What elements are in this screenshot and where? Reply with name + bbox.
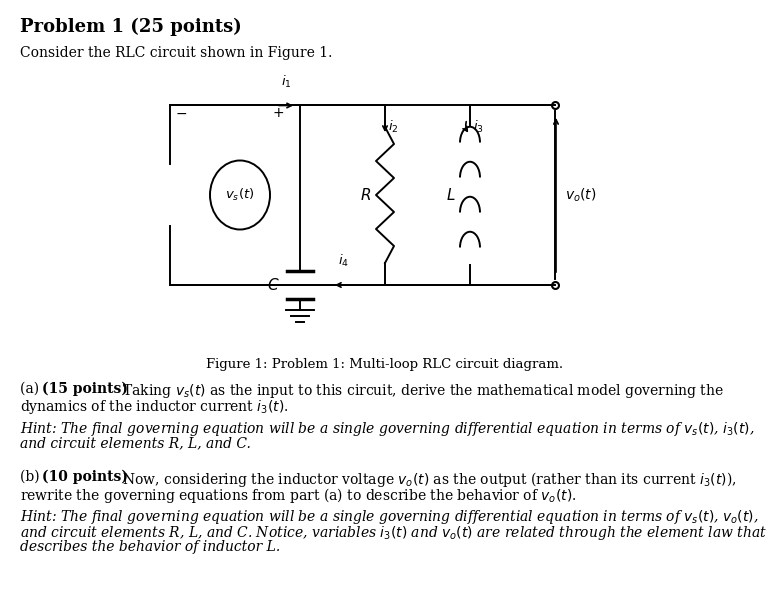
- Text: (15 points): (15 points): [42, 382, 128, 397]
- Text: $+$: $+$: [272, 106, 284, 120]
- Text: $i_3$: $i_3$: [473, 119, 484, 135]
- Text: Hint: The final governing equation will be a single governing differential equat: Hint: The final governing equation will …: [20, 508, 759, 526]
- Text: $R$: $R$: [360, 187, 371, 203]
- Text: rewrite the governing equations from part (a) to describe the behavior of $v_o(t: rewrite the governing equations from par…: [20, 486, 577, 505]
- Text: Now, considering the inductor voltage $v_o(t)$ as the output (rather than its cu: Now, considering the inductor voltage $v…: [118, 470, 736, 489]
- Text: Consider the RLC circuit shown in Figure 1.: Consider the RLC circuit shown in Figure…: [20, 46, 332, 60]
- Text: $C$: $C$: [268, 277, 280, 293]
- Text: Problem 1 (25 points): Problem 1 (25 points): [20, 18, 242, 36]
- Text: Figure 1: Problem 1: Multi-loop RLC circuit diagram.: Figure 1: Problem 1: Multi-loop RLC circ…: [207, 358, 564, 371]
- Text: and circuit elements R, L, and C.: and circuit elements R, L, and C.: [20, 436, 251, 450]
- Text: $i_2$: $i_2$: [388, 119, 399, 135]
- Text: $-$: $-$: [175, 106, 187, 120]
- Text: describes the behavior of inductor L.: describes the behavior of inductor L.: [20, 540, 280, 554]
- Text: $L$: $L$: [446, 187, 456, 203]
- Text: Taking $v_s(t)$ as the input to this circuit, derive the mathematical model gove: Taking $v_s(t)$ as the input to this cir…: [118, 382, 724, 400]
- Text: $i_1$: $i_1$: [281, 74, 291, 90]
- Text: $v_o(t)$: $v_o(t)$: [565, 186, 597, 204]
- Text: dynamics of the inductor current $i_3(t)$.: dynamics of the inductor current $i_3(t)…: [20, 398, 288, 416]
- Text: and circuit elements R, L, and C. Notice, variables $i_3(t)$ and $v_o(t)$ are re: and circuit elements R, L, and C. Notice…: [20, 524, 767, 542]
- Text: (b): (b): [20, 470, 44, 484]
- Text: (10 points): (10 points): [42, 470, 128, 484]
- Text: (a): (a): [20, 382, 43, 396]
- Text: $i_4$: $i_4$: [338, 253, 349, 269]
- Text: $v_s(t)$: $v_s(t)$: [225, 187, 254, 203]
- Text: Hint: The final governing equation will be a single governing differential equat: Hint: The final governing equation will …: [20, 420, 755, 438]
